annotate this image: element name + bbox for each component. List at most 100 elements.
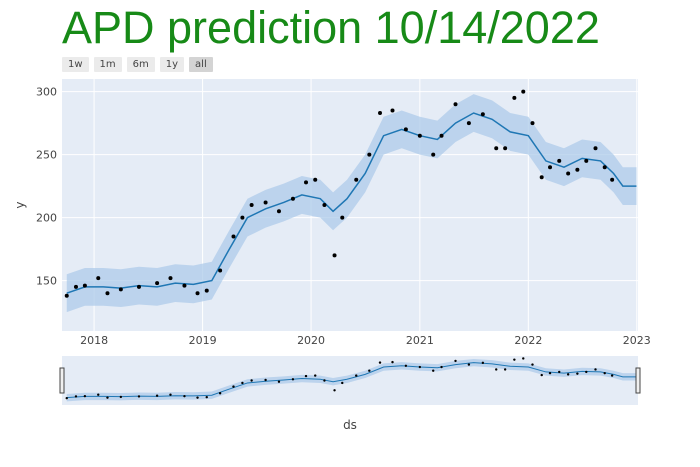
x-axis-title: ds <box>343 418 357 432</box>
range-slider-right-handle[interactable] <box>635 367 641 394</box>
actual-point <box>585 370 588 374</box>
actual-point <box>512 95 517 100</box>
actual-point <box>97 393 100 396</box>
actual-point <box>403 127 408 132</box>
range-button-6m[interactable]: 6m <box>126 57 155 72</box>
range-button-all[interactable]: all <box>189 57 213 72</box>
actual-point <box>503 368 507 371</box>
actual-point <box>276 209 281 214</box>
chart-title: APD prediction 10/14/2022 <box>62 2 600 53</box>
actual-point <box>432 369 435 372</box>
range-slider-preview <box>65 357 637 402</box>
actual-point <box>333 389 336 392</box>
actual-point <box>530 121 535 126</box>
x-tick-label: 2023 <box>623 334 651 347</box>
y-tick-label: 150 <box>36 275 57 288</box>
x-tick-label: 2020 <box>297 334 325 347</box>
actual-point <box>155 281 160 286</box>
actual-point <box>494 146 499 151</box>
actual-point <box>513 358 516 361</box>
actual-point <box>240 215 245 220</box>
actual-point <box>566 171 571 176</box>
actual-point <box>64 293 69 298</box>
actual-point <box>250 379 253 382</box>
actual-point <box>558 370 561 374</box>
actual-point <box>594 368 597 371</box>
actual-point <box>82 283 87 288</box>
actual-point <box>390 108 395 113</box>
actual-point <box>204 288 209 293</box>
actual-point <box>610 374 614 377</box>
y-tick-label: 300 <box>36 86 57 99</box>
actual-point <box>503 146 508 151</box>
actual-point <box>118 287 123 292</box>
actual-point <box>576 372 579 375</box>
actual-point <box>466 121 471 126</box>
actual-point <box>431 152 436 157</box>
y-tick-label: 200 <box>36 212 57 225</box>
actual-point <box>196 396 199 399</box>
actual-point <box>182 283 187 288</box>
actual-point <box>105 291 110 296</box>
actual-point <box>205 395 208 399</box>
actual-point <box>73 284 78 289</box>
actual-point <box>440 365 443 369</box>
actual-point <box>323 379 326 382</box>
uncertainty-band <box>66 94 637 313</box>
range-selector: 1w 1m 6m 1y all <box>62 57 213 72</box>
actual-point <box>566 373 570 376</box>
actual-point <box>531 363 534 366</box>
actual-point <box>603 371 606 375</box>
range-slider-left-handle[interactable] <box>59 367 65 394</box>
actual-point <box>195 291 200 296</box>
actual-point <box>341 381 344 385</box>
actual-point <box>557 158 562 163</box>
actual-point <box>340 215 345 220</box>
actual-point <box>218 268 223 273</box>
actual-point <box>539 175 544 180</box>
actual-point <box>521 89 526 94</box>
actual-point <box>367 152 372 157</box>
actual-point <box>106 396 109 399</box>
actual-point <box>65 396 68 400</box>
actual-point <box>378 361 382 364</box>
actual-point <box>136 284 141 289</box>
actual-point <box>495 368 498 371</box>
x-tick-label: 2019 <box>189 334 217 347</box>
actual-point <box>332 253 337 258</box>
actual-point <box>96 276 101 281</box>
x-tick-labels: 2018 2019 2020 2021 2022 2023 <box>80 334 651 347</box>
actual-point <box>241 381 244 385</box>
actual-point <box>313 177 318 182</box>
range-button-1m[interactable]: 1m <box>93 57 122 72</box>
actual-point <box>418 365 422 369</box>
actual-point <box>417 133 422 138</box>
actual-point <box>602 165 607 170</box>
actual-point <box>439 133 444 138</box>
actual-point <box>183 394 186 398</box>
actual-point <box>249 203 254 207</box>
range-button-1w[interactable]: 1w <box>62 57 89 72</box>
range-button-1y[interactable]: 1y <box>159 57 185 72</box>
actual-point <box>540 373 543 377</box>
actual-point <box>263 200 268 205</box>
x-tick-label: 2022 <box>514 334 542 347</box>
actual-point <box>155 394 159 397</box>
uncertainty-band-layer <box>66 94 637 313</box>
actual-point <box>231 234 236 239</box>
actual-point <box>218 392 222 395</box>
forecast-line <box>66 112 637 294</box>
actual-points-layer <box>64 89 615 298</box>
y-tick-label: 250 <box>36 149 57 162</box>
actual-point <box>232 385 235 388</box>
actual-point <box>453 102 458 107</box>
forecast-line <box>66 362 637 399</box>
actual-point <box>610 177 615 182</box>
y-tick-labels: 150 200 250 300 <box>36 86 57 288</box>
actual-point <box>404 364 408 367</box>
actual-point <box>168 276 173 281</box>
actual-point <box>137 395 141 398</box>
actual-point <box>264 378 267 382</box>
actual-point <box>391 360 394 364</box>
